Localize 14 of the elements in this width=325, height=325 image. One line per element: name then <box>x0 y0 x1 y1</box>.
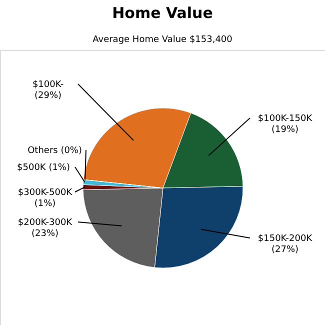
data-label: (23%) <box>31 229 59 239</box>
chart-title: Home Value <box>112 4 213 22</box>
slice-label: $150K-200K <box>258 234 314 244</box>
slice-label: $100K- <box>32 80 64 90</box>
slice-label: $300K-500K <box>18 188 74 198</box>
data-label: (29%) <box>34 91 62 101</box>
slice-label: $500K (1%) <box>17 163 70 173</box>
data-label: (1%) <box>34 199 56 209</box>
slice-label: $100K-150K <box>258 114 314 124</box>
data-label: (19%) <box>271 125 299 135</box>
category-label: Others (0%) <box>28 146 82 156</box>
data-label: (27%) <box>271 245 299 255</box>
slice-label: $200K-300K <box>18 218 74 228</box>
chart-subtitle: Average Home Value $153,400 <box>92 35 233 45</box>
